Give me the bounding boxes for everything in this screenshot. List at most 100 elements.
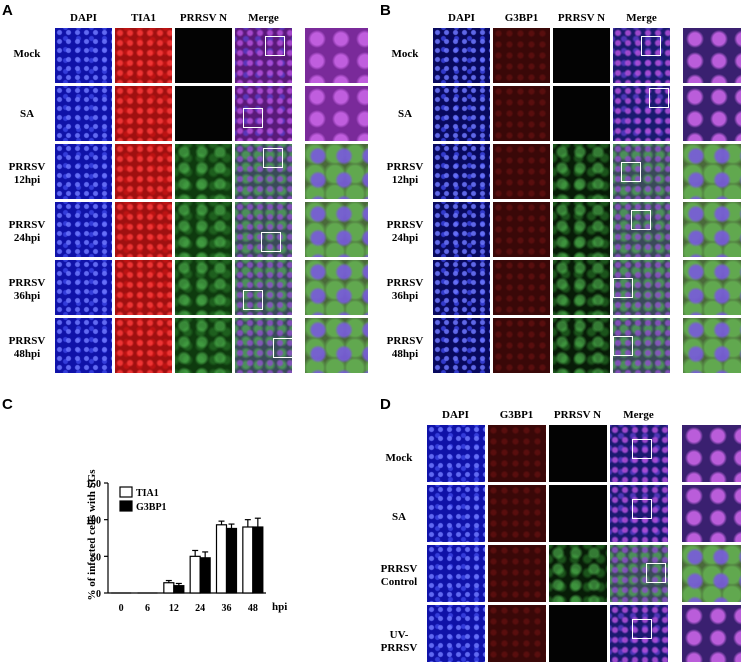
- panel-a-row-prrsv-48: PRRSV 48hpi: [8, 335, 46, 360]
- gridA-row3-channel1-image: [115, 202, 172, 257]
- chart-bar-g3bp1-36: [225, 527, 238, 594]
- chart-y-tick-label: 50: [91, 552, 101, 563]
- panel-b-col-dapi: DAPI: [448, 12, 475, 24]
- gridA-row0-channel2-image: [175, 28, 232, 83]
- gridB-row2-channel1-image: [493, 144, 550, 199]
- gridA-row3-channel2-image: [175, 202, 232, 257]
- gridB-row4-zoom-box: [613, 278, 633, 298]
- gridB-row4-channel3-image: [613, 260, 670, 315]
- panel-c-label: C: [2, 396, 13, 413]
- gridD-row0-channel3-image: [610, 425, 668, 482]
- gridD-row1-channel0-image: [427, 485, 485, 542]
- gridA-row0-channel0-image: [55, 28, 112, 83]
- gridA-row5-channel2-image: [175, 318, 232, 373]
- gridB-row4-zoom-image: [683, 260, 741, 315]
- gridB-row4-channel0-image: [433, 260, 490, 315]
- gridD-row0-channel2-image: [549, 425, 607, 482]
- gridB-row0-zoom-image: [683, 28, 741, 83]
- chart-y-tick-label: 0: [96, 589, 101, 600]
- gridB-row1-channel1-image: [493, 86, 550, 141]
- panel-d-label: D: [380, 396, 391, 413]
- panel-a-row-prrsv-36: PRRSV 36hpi: [8, 277, 46, 302]
- gridA-row4-channel0-image: [55, 260, 112, 315]
- panel-c-bar-chart: 0 50 100 150 0 6 12 24 36 48 TIA1 G3BP1 % of infec…: [86, 469, 287, 614]
- gridD-row0-channel0-image: [427, 425, 485, 482]
- gridA-row1-channel0-image: [55, 86, 112, 141]
- gridD-row0-zoom-box: [632, 439, 652, 459]
- gridA-row2-channel2-image: [175, 144, 232, 199]
- gridD-row2-zoom-image: [682, 545, 741, 602]
- panel-d-col-prrsv-n: PRRSV N: [553, 409, 602, 421]
- panel-b-row-prrsv-12: PRRSV 12hpi: [386, 161, 424, 186]
- panel-a-row-mock: Mock: [13, 48, 41, 60]
- gridA-row0-zoom-image: [305, 28, 368, 83]
- gridB-row5-channel2-image: [553, 318, 610, 373]
- panel-a-row-prrsv-12: PRRSV 12hpi: [8, 161, 46, 186]
- chart-bar-tia1-36: [215, 524, 228, 594]
- gridB-row5-channel0-image: [433, 318, 490, 373]
- gridB-row5-channel1-image: [493, 318, 550, 373]
- gridD-row3-channel1-image: [488, 605, 546, 662]
- gridA-row1-channel1-image: [115, 86, 172, 141]
- gridA-row0-channel3-image: [235, 28, 292, 83]
- panel-a-col-prrsv-n: PRRSV N: [179, 12, 228, 24]
- gridA-row4-channel2-image: [175, 260, 232, 315]
- panel-b-row-mock: Mock: [391, 48, 419, 60]
- gridB-row4-channel2-image: [553, 260, 610, 315]
- chart-bar-g3bp1-48: [252, 526, 264, 594]
- panel-d-row-prrsv-control: PRRSV Control: [380, 563, 418, 588]
- gridB-row2-channel3-image: [613, 144, 670, 199]
- panel-d-row-uv-prrsv: UV-PRRSV: [380, 629, 418, 654]
- gridD-row3-zoom-box: [632, 619, 652, 639]
- panel-b-row-prrsv-36: PRRSV 36hpi: [386, 277, 424, 302]
- gridB-row4-channel1-image: [493, 260, 550, 315]
- chart-x-axis-label: hpi: [272, 601, 287, 613]
- gridD-row3-channel3-image: [610, 605, 668, 662]
- gridB-row2-zoom-box: [621, 162, 641, 182]
- gridB-row3-zoom-box: [631, 210, 651, 230]
- gridB-row0-channel2-image: [553, 28, 610, 83]
- gridB-row3-channel1-image: [493, 202, 550, 257]
- chart-bar-tia1-24: [189, 555, 201, 594]
- panel-b-row-prrsv-24: PRRSV 24hpi: [386, 219, 424, 244]
- chart-x-tick-label: 24: [195, 603, 205, 614]
- gridD-row2-zoom-box: [646, 563, 666, 583]
- chart-legend-swatch-tia1: [119, 486, 133, 498]
- gridA-row1-channel2-image: [175, 86, 232, 141]
- gridB-row1-channel2-image: [553, 86, 610, 141]
- panel-d-col-g3bp1: G3BP1: [499, 409, 534, 421]
- gridB-row1-zoom-box: [649, 88, 669, 108]
- gridB-row3-zoom-image: [683, 202, 741, 257]
- gridA-row5-zoom-box: [273, 338, 293, 358]
- panel-b-col-prrsv-n: PRRSV N: [557, 12, 606, 24]
- gridB-row5-zoom-box: [613, 336, 633, 356]
- chart-x-tick-label: 12: [169, 603, 179, 614]
- gridA-row4-zoom-box: [243, 290, 263, 310]
- gridD-row1-zoom-image: [682, 485, 741, 542]
- gridA-row3-zoom-image: [305, 202, 368, 257]
- gridD-row0-zoom-image: [682, 425, 741, 482]
- gridD-row3-channel0-image: [427, 605, 485, 662]
- gridB-row0-channel1-image: [493, 28, 550, 83]
- gridD-row1-channel3-image: [610, 485, 668, 542]
- gridA-row0-channel1-image: [115, 28, 172, 83]
- gridA-row1-channel3-image: [235, 86, 292, 141]
- gridD-row3-channel2-image: [549, 605, 607, 662]
- gridA-row4-channel3-image: [235, 260, 292, 315]
- gridA-row1-zoom-image: [305, 86, 368, 141]
- panel-a-row-sa: SA: [19, 108, 35, 120]
- chart-bar-tia1-48: [242, 526, 254, 594]
- chart-legend-label-g3bp1: G3BP1: [136, 502, 167, 513]
- chart-x-tick-label: 36: [222, 603, 232, 614]
- gridB-row1-zoom-image: [683, 86, 741, 141]
- gridA-row5-channel0-image: [55, 318, 112, 373]
- panel-d-col-merge: Merge: [623, 409, 654, 421]
- gridD-row3-zoom-image: [682, 605, 741, 662]
- gridA-row3-zoom-box: [261, 232, 281, 252]
- gridB-row0-channel0-image: [433, 28, 490, 83]
- gridB-row3-channel0-image: [433, 202, 490, 257]
- gridD-row2-channel0-image: [427, 545, 485, 602]
- gridB-row1-channel3-image: [613, 86, 670, 141]
- chart-x-tick-label: 0: [119, 603, 124, 614]
- gridD-row2-channel2-image: [549, 545, 607, 602]
